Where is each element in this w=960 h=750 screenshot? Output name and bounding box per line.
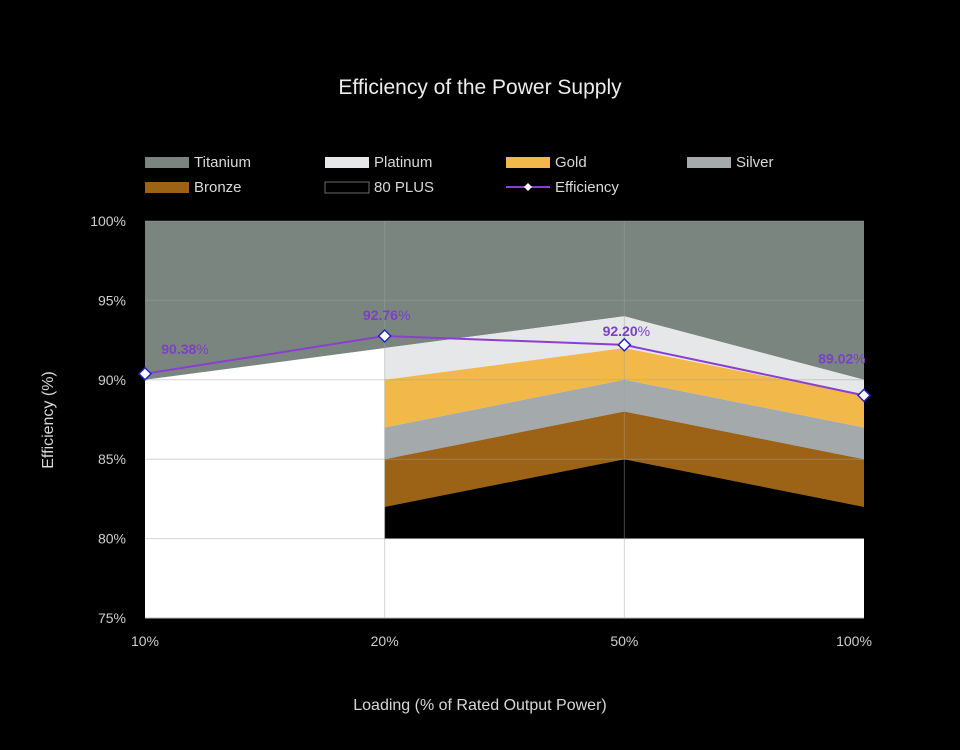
chart-title: Efficiency of the Power Supply	[338, 76, 622, 99]
x-tick-label: 50%	[610, 633, 638, 649]
band-platinum	[384, 316, 864, 396]
legend-swatch	[145, 157, 189, 168]
band-silver	[384, 379, 864, 460]
band-titanium	[145, 221, 864, 380]
efficiency-marker	[377, 328, 392, 344]
legend-label: Gold	[555, 154, 587, 171]
legend-swatch	[325, 157, 369, 168]
x-axis-ticks: 10% 20% 50% 100%	[131, 633, 872, 649]
legend-swatch	[145, 182, 189, 193]
efficiency-line	[144, 334, 865, 397]
efficiency-marker	[856, 388, 872, 403]
legend-swatch	[506, 157, 550, 168]
legend: Titanium Platinum Gold Silver Bronze 80 PLUS E…	[145, 154, 774, 196]
efficiency-marker	[617, 337, 632, 352]
bands	[145, 221, 864, 539]
y-tick-label: 80%	[98, 531, 126, 547]
legend-marker	[524, 183, 532, 191]
efficiency-series	[137, 328, 872, 403]
y-tick-label: 90%	[98, 372, 126, 388]
data-label: 89.02%	[818, 350, 866, 366]
legend-item-bronze: Bronze	[145, 179, 242, 196]
legend-item-80-plus: 80 PLUS	[324, 179, 434, 196]
data-label: 92.20%	[603, 323, 651, 339]
band-gold	[384, 348, 864, 428]
x-axis-label: Loading (% of Rated Output Power)	[353, 697, 606, 714]
legend-item-silver: Silver	[687, 154, 774, 171]
gridlines	[145, 220, 864, 619]
legend-item-titanium: Titanium	[145, 154, 251, 171]
legend-item-gold: Gold	[506, 154, 587, 171]
x-tick-label: 100%	[836, 633, 872, 649]
legend-label: 80 PLUS	[374, 179, 434, 196]
legend-label: Bronze	[194, 179, 242, 196]
legend-item-efficiency: Efficiency	[506, 179, 619, 196]
y-axis-ticks: 75% 80% 85% 90% 95% 100%	[90, 213, 126, 626]
x-tick-label: 20%	[371, 633, 399, 649]
legend-label: Silver	[736, 154, 774, 171]
y-axis-label: Efficiency (%)	[40, 371, 57, 469]
legend-swatch	[687, 157, 731, 168]
legend-label: Efficiency	[555, 179, 619, 196]
plot-area: 90.38% 92.76% 92.20% 89.02%	[137, 220, 872, 619]
data-labels: 90.38% 92.76% 92.20% 89.02%	[161, 307, 866, 366]
legend-label: Titanium	[194, 154, 251, 171]
band-80-plus	[384, 459, 864, 539]
y-tick-label: 75%	[98, 610, 126, 626]
y-tick-label: 95%	[98, 292, 126, 308]
legend-swatch	[324, 181, 370, 194]
legend-label: Platinum	[374, 154, 432, 171]
x-tick-label: 10%	[131, 633, 159, 649]
data-label: 92.76%	[363, 307, 411, 323]
efficiency-marker	[137, 366, 153, 381]
legend-item-platinum: Platinum	[325, 154, 432, 171]
data-label: 90.38%	[161, 341, 209, 357]
y-tick-label: 85%	[98, 451, 126, 467]
y-tick-label: 100%	[90, 213, 126, 229]
